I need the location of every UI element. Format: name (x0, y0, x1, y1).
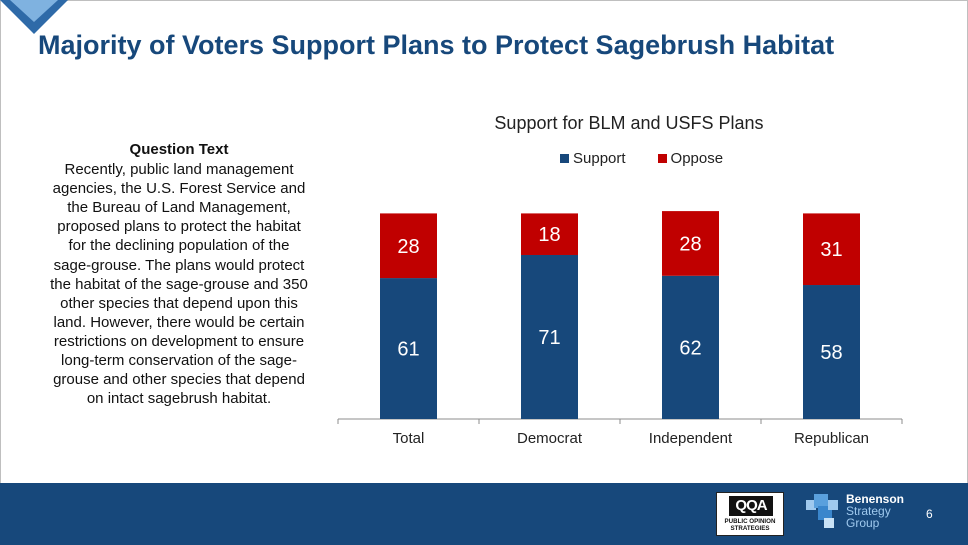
data-label-oppose-independent: 28 (679, 233, 701, 255)
legend-label-oppose: Oppose (670, 150, 724, 167)
bar-support-democrat (521, 254, 578, 419)
bar-support-total (380, 278, 437, 419)
chart-legend: Support Oppose (560, 150, 723, 167)
legend-swatch-support (560, 154, 569, 163)
category-label-republican: Republican (794, 430, 869, 447)
bsg-line2: Strategy (846, 504, 891, 518)
bar-support-independent (662, 275, 719, 419)
question-heading: Question Text (129, 141, 229, 158)
data-label-support-independent: 62 (679, 337, 701, 359)
legend-item-support: Support (560, 150, 626, 167)
bsg-line3: Group (846, 516, 880, 530)
corner-chevron-icon (0, 0, 68, 34)
bar-oppose-republican (803, 213, 860, 286)
pos-logo-line2: STRATEGIES (730, 525, 770, 532)
legend-swatch-oppose (657, 154, 667, 163)
data-label-oppose-democrat: 18 (538, 224, 560, 246)
public-opinion-strategies-logo: QQA PUBLIC OPINION STRATEGIES (716, 492, 784, 536)
legend-label-support: Support (573, 150, 626, 167)
bar-oppose-democrat (521, 213, 578, 255)
question-body: Recently, public land management agencie… (50, 161, 308, 408)
bar-oppose-independent (662, 211, 719, 276)
data-label-support-republican: 58 (820, 342, 842, 364)
stacked-bar-chart: 61 28 Total 71 18 Democrat 62 28 Independent 58 31… (337, 211, 903, 447)
benenson-logo-icon (806, 494, 838, 528)
data-label-support-total: 61 (397, 339, 419, 361)
legend-item-oppose: Oppose (657, 150, 724, 167)
data-label-oppose-total: 28 (397, 236, 419, 258)
bar-support-republican (803, 285, 860, 419)
chart-title: Support for BLM and USFS Plans (494, 113, 764, 133)
pos-logo-mark: QQA (729, 496, 773, 516)
pos-logo-line1: PUBLIC OPINION (724, 518, 776, 525)
slide-title: Majority of Voters Support Plans to Prot… (38, 30, 835, 60)
category-label-independent: Independent (649, 430, 733, 447)
bsg-line1: Benenson (846, 492, 905, 506)
data-label-oppose-republican: 31 (820, 239, 842, 261)
benenson-logo-text: Benenson Strategy Group (846, 493, 904, 529)
category-label-democrat: Democrat (517, 430, 583, 447)
page-number: 6 (926, 507, 933, 521)
bar-oppose-total (380, 213, 437, 279)
question-text-panel: Question Text Recently, public land mana… (50, 140, 308, 408)
pos-logo-text: PUBLIC OPINION STRATEGIES (717, 518, 783, 532)
footer-band (0, 483, 968, 545)
data-label-support-democrat: 71 (538, 327, 560, 349)
category-label-total: Total (393, 430, 425, 447)
